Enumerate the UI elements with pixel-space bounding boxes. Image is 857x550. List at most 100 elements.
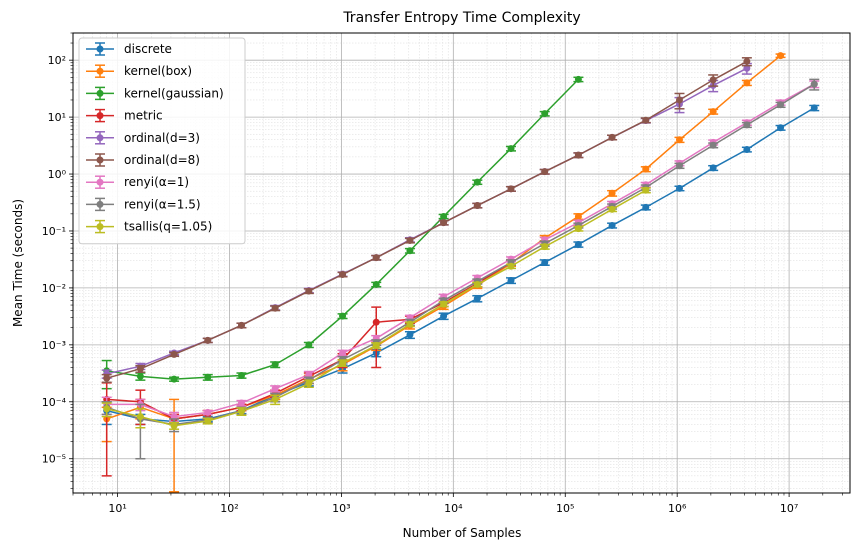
data-point [406, 237, 414, 245]
x-tick-label: 10¹ [108, 502, 126, 515]
series-line [106, 83, 815, 418]
data-point [642, 165, 650, 173]
legend-swatch-marker [96, 89, 104, 97]
data-point [541, 168, 549, 176]
data-point [204, 417, 212, 425]
y-axis-label: Mean Time (seconds) [11, 199, 25, 327]
data-point [507, 145, 515, 153]
data-point [372, 254, 380, 262]
legend-box [78, 37, 246, 245]
data-point [170, 375, 178, 383]
data-point [574, 75, 582, 83]
series-group [101, 57, 752, 384]
legend-entry-label: renyi(α=1.5) [124, 197, 201, 211]
y-tick-label: 10⁰ [48, 168, 67, 181]
data-point [136, 365, 144, 373]
y-tick-label: 10¹ [48, 111, 66, 124]
data-point [440, 219, 448, 227]
series-line [106, 83, 815, 426]
data-point [675, 184, 683, 192]
data-point [642, 203, 650, 211]
data-point [743, 145, 751, 153]
data-point [473, 178, 481, 186]
data-point [406, 247, 414, 255]
x-tick-label: 10⁵ [556, 502, 574, 515]
data-point [305, 341, 313, 349]
data-point [271, 304, 279, 312]
data-point [777, 124, 785, 132]
plot-frame [72, 32, 851, 494]
legend-swatch-marker [96, 156, 104, 164]
data-point [473, 202, 481, 210]
data-point [440, 212, 448, 220]
data-point [237, 371, 245, 379]
data-point [372, 341, 380, 349]
data-point [541, 243, 549, 251]
data-point [339, 271, 347, 279]
data-point [608, 221, 616, 229]
data-point [440, 312, 448, 320]
legend-entry-label: ordinal(d=8) [124, 153, 200, 167]
series-group [101, 75, 584, 390]
legend-entry-label: metric [124, 109, 163, 123]
data-point [777, 52, 785, 60]
legend-entry-label: renyi(α=1) [124, 175, 189, 189]
y-tick-label: 10⁻⁴ [42, 396, 67, 409]
data-point [136, 413, 144, 421]
legend-swatch-marker [96, 67, 104, 75]
data-point [103, 405, 111, 413]
data-point [642, 186, 650, 194]
data-point [473, 280, 481, 288]
data-point [237, 321, 245, 329]
data-point [675, 162, 683, 170]
data-point [709, 164, 717, 172]
data-point [608, 189, 616, 197]
legend-entry-label: discrete [124, 42, 172, 56]
data-point [709, 108, 717, 116]
data-point [608, 205, 616, 213]
legend-entry-label: ordinal(d=3) [124, 131, 200, 145]
y-tick-label: 10⁻³ [42, 339, 66, 352]
series-line [106, 261, 512, 420]
legend-swatch-marker [96, 200, 104, 208]
data-point [507, 262, 515, 270]
data-point [204, 373, 212, 381]
data-point [305, 287, 313, 295]
data-point [709, 141, 717, 149]
data-point [608, 133, 616, 141]
data-point [170, 350, 178, 358]
y-tick-label: 10⁻² [42, 282, 66, 295]
data-point [136, 372, 144, 380]
legend: discrete kernel(box) kernel(gaussian) metri… [78, 37, 246, 245]
data-point [743, 64, 751, 72]
x-tick-label: 10² [220, 502, 238, 515]
data-point [170, 422, 178, 430]
data-point [675, 96, 683, 104]
data-point [574, 212, 582, 220]
series-line [106, 60, 748, 379]
data-point [574, 240, 582, 248]
data-point [810, 104, 818, 112]
x-tick-label: 10⁴ [444, 502, 463, 515]
data-point [339, 349, 347, 357]
chart-title: Transfer Entropy Time Complexity [342, 10, 580, 26]
data-point [271, 361, 279, 369]
data-point [743, 57, 751, 65]
legend-entry-label: kernel(gaussian) [124, 86, 224, 100]
series-group [101, 186, 651, 430]
data-point [204, 408, 212, 416]
data-point [642, 116, 650, 124]
x-tick-label: 10⁶ [668, 502, 687, 515]
data-point [743, 79, 751, 87]
data-point [440, 300, 448, 308]
data-point [406, 320, 414, 328]
data-point [743, 121, 751, 129]
data-point [777, 101, 785, 109]
legend-swatch-marker [96, 112, 104, 120]
data-point [810, 80, 818, 88]
data-point [372, 280, 380, 288]
y-tick-label: 10⁻¹ [42, 225, 66, 238]
data-point [271, 395, 279, 403]
data-point [473, 295, 481, 303]
